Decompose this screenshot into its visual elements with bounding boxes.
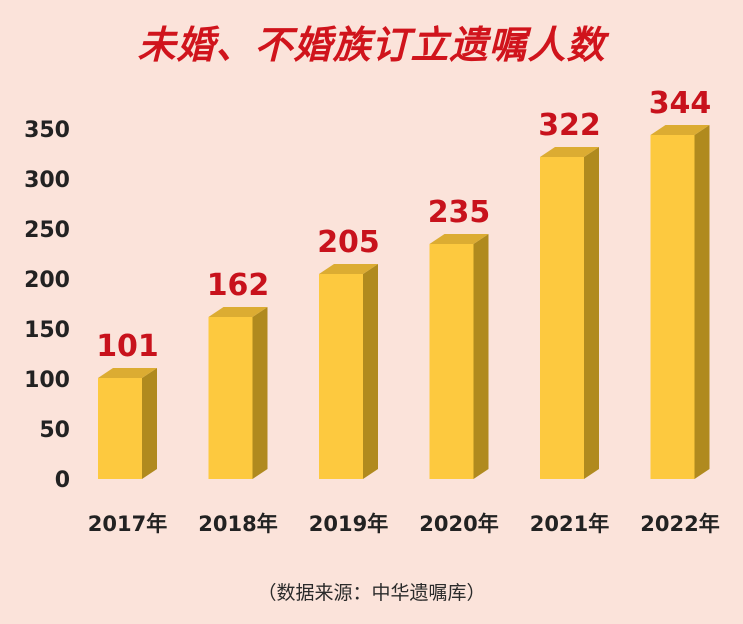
x-tick-label: 2019年 [309, 512, 388, 536]
y-tick-label: 200 [24, 268, 70, 293]
bar-top [650, 125, 710, 135]
x-tick-label: 2017年 [88, 512, 167, 536]
y-tick-label: 250 [24, 218, 70, 243]
bar [540, 157, 584, 479]
bar [208, 317, 253, 479]
bar-top [540, 147, 599, 157]
y-tick-label: 50 [39, 418, 70, 443]
data-label: 162 [207, 268, 270, 303]
bar-side [252, 307, 268, 479]
data-source-note: （数据来源：中华遗嘱库） [257, 582, 486, 604]
x-tick-label: 2021年 [530, 512, 609, 536]
y-tick-label: 300 [24, 168, 70, 193]
chart-title: 未婚、不婚族订立遗嘱人数 [137, 23, 606, 67]
y-tick-label: 350 [24, 118, 70, 143]
data-label: 235 [428, 195, 491, 230]
data-label: 205 [317, 225, 380, 260]
bar-side [473, 234, 489, 479]
y-tick-label: 100 [24, 368, 70, 393]
x-tick-label: 2018年 [198, 512, 277, 536]
y-tick-label: 0 [55, 468, 70, 493]
bar-side [363, 264, 378, 479]
data-label: 344 [649, 86, 712, 121]
bar [98, 378, 142, 479]
bar-top [319, 264, 378, 274]
bar-side [142, 368, 157, 479]
bar-top [98, 368, 157, 378]
data-label: 101 [96, 329, 159, 364]
bar-side [584, 147, 599, 479]
x-tick-label: 2020年 [419, 512, 498, 536]
data-label: 322 [538, 108, 601, 143]
bar [429, 244, 474, 479]
bar [319, 274, 363, 479]
y-tick-label: 150 [24, 318, 70, 343]
bar-top [429, 234, 489, 244]
x-tick-label: 2022年 [640, 512, 719, 536]
bar-top [208, 307, 268, 317]
bar [650, 135, 695, 479]
bar-side [694, 125, 710, 479]
